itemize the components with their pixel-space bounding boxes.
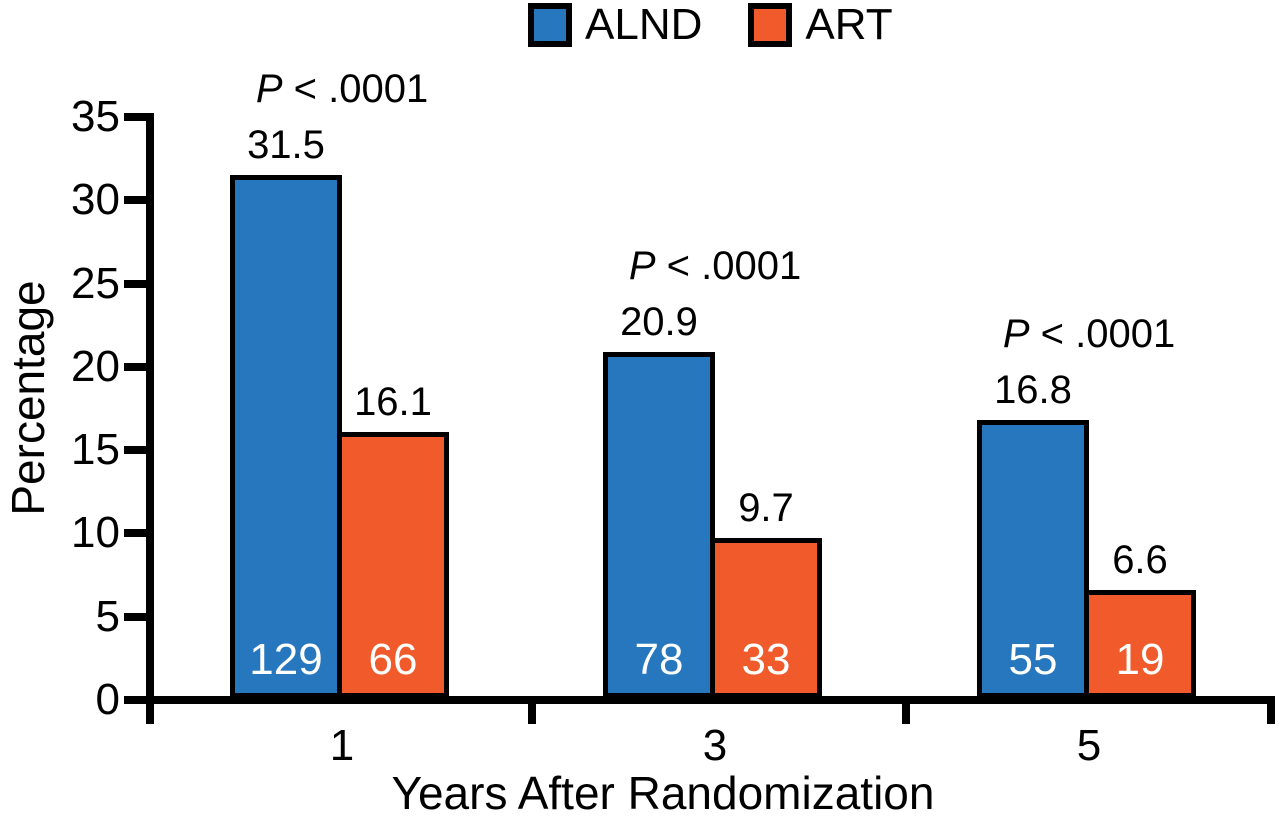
legend-label-art: ART (805, 0, 893, 49)
bar-count-alnd-year-1: 129 (249, 635, 323, 684)
bar-count-art-year-3: 33 (741, 635, 791, 684)
p-italic: P (255, 67, 283, 112)
legend-swatch-art-icon (748, 3, 793, 47)
bar-count-alnd-year-3: 78 (634, 635, 684, 684)
y-axis-tick-label: 10 (71, 508, 120, 558)
y-axis-tick (124, 362, 146, 371)
y-axis-tick-label: 35 (71, 92, 120, 141)
bar-count-art-year-1: 66 (368, 635, 418, 684)
y-axis-tick (124, 529, 146, 538)
bar-alnd-year-3 (603, 351, 715, 698)
x-category-label: 5 (1076, 721, 1102, 770)
legend-item-alnd: ALND (528, 2, 702, 48)
x-axis-title: Years After Randomization (391, 767, 935, 819)
bar-art-year-3 (710, 538, 822, 698)
x-axis-tick (528, 700, 536, 724)
p-value-annotation-year-3: P < .0001 (628, 243, 802, 288)
y-axis-tick-label: 25 (71, 258, 120, 308)
p-value-annotation-year-5: P < .0001 (1002, 312, 1176, 357)
legend-label-alnd: ALND (585, 0, 703, 49)
y-axis-tick-label: 15 (71, 425, 120, 475)
bar-value-alnd-year-5: 16.8 (994, 368, 1072, 413)
x-axis-tick (902, 700, 910, 724)
y-axis-tick-label: 5 (95, 591, 120, 641)
x-axis-line (146, 696, 1275, 704)
y-axis-tick-label: 0 (95, 675, 120, 724)
legend-swatch-alnd-icon (528, 3, 572, 47)
y-axis-tick (124, 196, 146, 205)
bar-art-year-5 (1084, 590, 1196, 698)
x-category-label: 1 (329, 721, 355, 770)
y-axis-tick-label: 30 (71, 175, 120, 225)
p-italic: P (1002, 312, 1030, 357)
bar-value-alnd-year-1: 31.5 (247, 123, 325, 168)
p-value-annotation-year-1: P < .0001 (255, 67, 429, 112)
bar-alnd-year-5 (977, 420, 1089, 698)
legend: ALND ART (528, 2, 893, 48)
bar-value-art-year-1: 16.1 (354, 379, 432, 424)
bar-alnd-year-1 (230, 175, 342, 698)
bar-value-art-year-3: 9.7 (738, 486, 794, 531)
bar-value-alnd-year-3: 20.9 (620, 299, 698, 344)
y-axis-tick (124, 696, 146, 704)
bar-art-year-1 (337, 431, 449, 698)
bar-count-alnd-year-5: 55 (1008, 635, 1058, 684)
y-axis-tick (124, 279, 146, 288)
y-axis-tick-label: 20 (71, 341, 120, 391)
legend-item-art: ART (748, 0, 893, 49)
x-category-label: 3 (702, 721, 728, 770)
y-axis-tick (124, 113, 146, 121)
y-axis-line (146, 113, 154, 724)
y-axis-tick (124, 446, 146, 455)
bar-count-art-year-5: 19 (1115, 635, 1165, 684)
y-axis-tick (124, 612, 146, 621)
x-axis-tick (1267, 700, 1275, 724)
bar-value-art-year-5: 6.6 (1112, 538, 1168, 583)
p-italic: P (628, 243, 656, 288)
